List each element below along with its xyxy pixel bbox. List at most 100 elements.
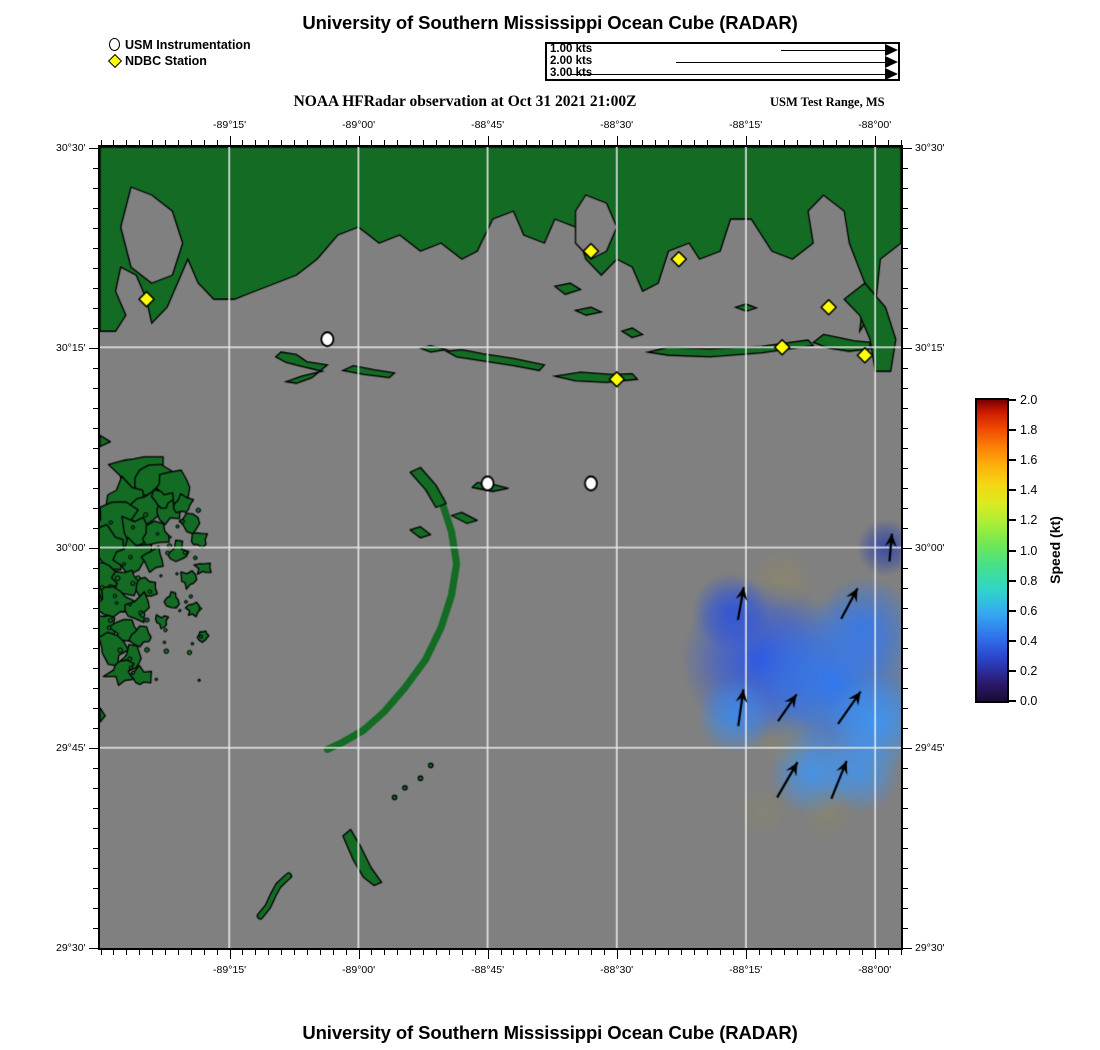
colorbar-tick-label: 1.0 xyxy=(1020,543,1038,558)
axis-tick-x xyxy=(719,950,721,955)
colorbar-title: Speed (kt) xyxy=(1047,516,1063,584)
axis-tick-x xyxy=(255,950,257,955)
axis-tick-x xyxy=(577,950,579,955)
axis-tick-y xyxy=(903,807,908,809)
axis-tick-y xyxy=(903,527,908,529)
axis-tick-x xyxy=(229,950,231,959)
colorbar-tick-label: 0.6 xyxy=(1020,603,1038,618)
vector-scale-legend: 1.00 kts 2.00 kts 3.00 kts xyxy=(545,42,900,81)
axis-tick-x xyxy=(835,140,837,145)
axis-label-y: 30°15' xyxy=(915,341,945,354)
colorbar-tick xyxy=(1009,519,1016,522)
legend-item-ndbc: NDBC Station xyxy=(107,53,251,69)
axis-tick-y xyxy=(903,847,908,849)
axis-tick-y xyxy=(93,807,98,809)
colorbar-tick xyxy=(1009,579,1016,582)
axis-tick-x xyxy=(139,140,141,145)
axis-tick-y xyxy=(903,207,908,209)
axis-tick-x xyxy=(861,950,863,955)
axis-tick-x xyxy=(874,950,876,959)
axis-tick-x xyxy=(242,140,244,145)
axis-tick-y xyxy=(903,287,908,289)
axis-label-x: -89°00' xyxy=(342,119,376,131)
axis-tick-y xyxy=(89,747,98,749)
axis-tick-x xyxy=(771,140,773,145)
axis-tick-y xyxy=(89,147,98,149)
axis-label-y: 30°30' xyxy=(56,141,86,154)
axis-tick-x xyxy=(784,140,786,145)
axis-tick-x xyxy=(448,140,450,145)
axis-tick-x xyxy=(229,136,231,145)
axis-label-x: -88°15' xyxy=(729,964,763,976)
vector-scale-label-1: 1.00 kts xyxy=(550,43,593,55)
axis-tick-x xyxy=(500,950,502,955)
axis-tick-x xyxy=(332,950,334,955)
axis-tick-y xyxy=(93,567,98,569)
axis-tick-y xyxy=(93,847,98,849)
axis-tick-x xyxy=(423,950,425,955)
axis-tick-x xyxy=(242,950,244,955)
axis-tick-x xyxy=(113,140,115,145)
axis-tick-x xyxy=(706,140,708,145)
axis-tick-x xyxy=(590,140,592,145)
axis-tick-x xyxy=(423,140,425,145)
axis-label-y: 29°30' xyxy=(56,941,86,954)
axis-tick-y xyxy=(903,627,908,629)
axis-label-x: -89°15' xyxy=(213,119,247,131)
axis-label-x: -88°00' xyxy=(858,119,892,131)
axis-tick-x xyxy=(358,136,360,145)
axis-tick-y xyxy=(903,647,908,649)
axis-tick-y xyxy=(903,247,908,249)
axis-tick-y xyxy=(903,447,908,449)
colorbar-tick xyxy=(1009,399,1016,401)
axis-tick-x xyxy=(629,140,631,145)
axis-tick-x xyxy=(152,140,154,145)
axis-tick-x xyxy=(565,140,567,145)
axis-tick-y xyxy=(903,567,908,569)
observation-subtitle: NOAA HFRadar observation at Oct 31 2021 … xyxy=(293,93,637,110)
map-plot-area[interactable] xyxy=(98,145,903,950)
axis-tick-y xyxy=(903,167,908,169)
axis-tick-x xyxy=(152,950,154,955)
axis-tick-x xyxy=(616,950,618,959)
axis-tick-x xyxy=(668,950,670,955)
axis-tick-y xyxy=(93,647,98,649)
colorbar-tick xyxy=(1009,549,1016,552)
axis-tick-y xyxy=(903,267,908,269)
axis-tick-y xyxy=(93,507,98,509)
axis-tick-x xyxy=(281,950,283,955)
axis-tick-x xyxy=(216,140,218,145)
axis-tick-y xyxy=(93,587,98,589)
diamond-marker-icon xyxy=(107,53,123,69)
axis-tick-y xyxy=(903,687,908,689)
axis-tick-x xyxy=(590,950,592,955)
axis-tick-y xyxy=(903,467,908,469)
colorbar-tick xyxy=(1009,489,1016,492)
axis-tick-y xyxy=(93,667,98,669)
colorbar-tick xyxy=(1009,700,1016,702)
axis-tick-x xyxy=(655,950,657,955)
axis-tick-x xyxy=(616,136,618,145)
vector-arrow-head-icon-3 xyxy=(885,68,898,80)
axis-tick-x xyxy=(681,950,683,955)
axis-tick-x xyxy=(165,140,167,145)
map-canvas[interactable] xyxy=(100,147,901,948)
axis-tick-x xyxy=(487,950,489,959)
axis-tick-x xyxy=(500,140,502,145)
axis-tick-x xyxy=(487,136,489,145)
axis-tick-x xyxy=(126,140,128,145)
axis-tick-x xyxy=(758,950,760,955)
axis-tick-y xyxy=(93,207,98,209)
axis-tick-x xyxy=(603,140,605,145)
axis-tick-y xyxy=(903,327,908,329)
axis-tick-x xyxy=(526,140,528,145)
axis-label-y: 29°45' xyxy=(56,741,86,754)
speed-colorbar: 0.0 0.2 0.4 0.6 0.8 1.0 1.2 1.4 1.6 1.8 2.0 xyxy=(975,393,1037,708)
axis-label-y: 29°30' xyxy=(915,941,945,954)
axis-tick-y xyxy=(89,947,98,949)
axis-tick-x xyxy=(848,140,850,145)
axis-tick-y xyxy=(93,267,98,269)
axis-tick-x xyxy=(281,140,283,145)
axis-tick-y xyxy=(903,387,908,389)
